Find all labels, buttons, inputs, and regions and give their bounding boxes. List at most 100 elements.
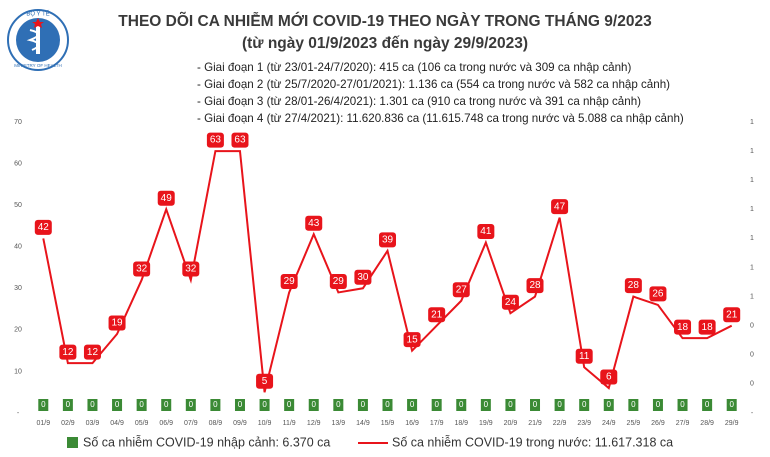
x-tick-label: 18/9 <box>454 420 468 427</box>
value-label: 63 <box>210 135 222 146</box>
y2-tick-label: 1 <box>750 235 754 242</box>
value-label-box <box>624 278 642 294</box>
value-label-box <box>649 286 667 302</box>
value-label-box <box>280 273 298 289</box>
value-label: 0 <box>41 400 46 409</box>
value-label-box <box>259 399 270 411</box>
value-label: 18 <box>677 322 689 333</box>
value-label: 21 <box>726 309 738 320</box>
value-label: 0 <box>66 400 71 409</box>
value-label-box <box>726 399 737 411</box>
value-label: 39 <box>382 235 394 246</box>
value-label: 11 <box>579 351 590 362</box>
value-label: 32 <box>136 264 148 275</box>
value-label-box <box>206 132 224 148</box>
value-label: 0 <box>238 400 243 409</box>
value-label: 30 <box>357 272 369 283</box>
value-label-box <box>234 399 245 411</box>
y2-tick-label: 1 <box>750 148 754 155</box>
value-label-box <box>62 399 73 411</box>
value-label-box <box>480 399 491 411</box>
value-label: 0 <box>680 400 685 409</box>
y-tick-label: 60 <box>14 160 22 167</box>
annotation: - Giai đoạn 3 (từ 28/01-26/4/2021): 1.30… <box>197 95 641 108</box>
x-tick-label: 12/9 <box>307 420 321 427</box>
value-label-box <box>431 399 442 411</box>
x-tick-label: 05/9 <box>135 420 149 427</box>
value-label-box <box>628 399 639 411</box>
value-label: 12 <box>62 347 74 358</box>
x-tick-label: 20/9 <box>504 420 518 427</box>
logo-star <box>32 18 44 28</box>
annotation: - Giai đoạn 4 (từ 27/4/2021): 11.620.836… <box>197 112 684 125</box>
value-label-box <box>551 199 569 215</box>
value-label: 12 <box>87 347 99 358</box>
value-label: 0 <box>90 400 95 409</box>
value-label-box <box>723 307 741 323</box>
value-label: 28 <box>529 280 541 291</box>
y2-tick-label: 0 <box>750 323 754 330</box>
logo-top: BỘ Y TẾ <box>26 11 49 18</box>
x-tick-label: 06/9 <box>159 420 173 427</box>
value-label-box <box>210 399 221 411</box>
value-label-box <box>674 319 692 335</box>
value-label-box <box>308 399 319 411</box>
value-label: 0 <box>434 400 439 409</box>
x-tick-label: 03/9 <box>86 420 100 427</box>
value-label: 29 <box>333 276 345 287</box>
value-label-box <box>677 399 688 411</box>
value-label: 0 <box>484 400 489 409</box>
value-label: 0 <box>189 400 194 409</box>
value-label-box <box>231 132 249 148</box>
value-label: 26 <box>652 289 664 300</box>
value-label-box <box>428 307 446 323</box>
x-tick-label: 02/9 <box>61 420 75 427</box>
value-label-box <box>112 399 123 411</box>
line <box>42 150 733 393</box>
y2-tick-label: 1 <box>750 206 754 213</box>
value-label-box <box>333 399 344 411</box>
value-label: 27 <box>456 284 468 295</box>
value-label-box <box>87 399 98 411</box>
value-label: 0 <box>287 400 292 409</box>
value-label: 0 <box>656 400 661 409</box>
value-label-box <box>161 399 172 411</box>
y-tick-label: 10 <box>14 368 22 375</box>
value-label-box <box>354 269 372 285</box>
value-label: 0 <box>557 400 562 409</box>
value-label: 5 <box>262 376 268 387</box>
logo: BỘ Y TẾ MINISTRY OF HEALTH <box>7 9 69 71</box>
value-label-box <box>698 319 716 335</box>
value-label: 6 <box>606 372 612 383</box>
value-label-box <box>284 399 295 411</box>
x-tick-label: 29/9 <box>725 420 739 427</box>
y-tick-label: 70 <box>14 119 22 126</box>
value-label: 63 <box>234 135 246 146</box>
value-label-box <box>83 344 101 360</box>
value-label: 47 <box>554 201 566 212</box>
y-tick-label: 40 <box>14 244 22 251</box>
x-tick-label: 11/9 <box>283 420 296 427</box>
value-label: 21 <box>431 309 443 320</box>
value-label: 0 <box>115 400 120 409</box>
value-label-box <box>530 399 541 411</box>
annotation: - Giai đoạn 1 (từ 23/01-24/7/2020): 415 … <box>197 61 631 74</box>
x-tick-label: 17/9 <box>430 420 444 427</box>
value-label-box <box>182 261 200 277</box>
value-label-box <box>108 315 126 331</box>
x-tick-label: 01/9 <box>36 420 50 427</box>
legend-label: Số ca nhiễm COVID-19 trong nước: 11.617.… <box>392 434 673 449</box>
value-label-box <box>157 190 175 206</box>
value-label: 42 <box>38 222 50 233</box>
value-label-box <box>600 369 618 385</box>
x-tick-label: 28/9 <box>700 420 714 427</box>
y2-tick-label: 1 <box>750 177 754 184</box>
value-label: 0 <box>631 400 636 409</box>
value-label-box <box>526 278 544 294</box>
value-label: 0 <box>385 400 390 409</box>
y2-tick-label: 1 <box>750 119 754 126</box>
value-label: 0 <box>164 400 169 409</box>
x-tick-label: 27/9 <box>676 420 690 427</box>
value-label: 29 <box>284 276 296 287</box>
x-tick-label: 09/9 <box>233 420 247 427</box>
